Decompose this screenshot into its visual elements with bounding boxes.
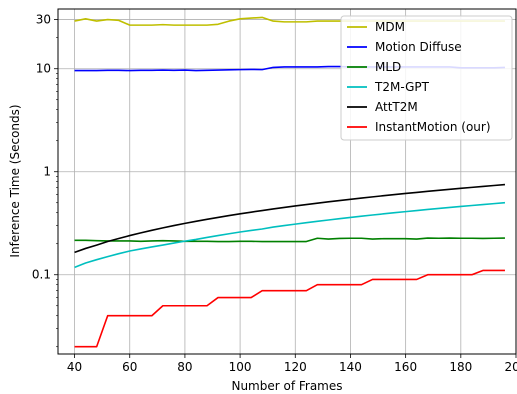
axis-ticks bbox=[54, 19, 517, 358]
y-tick-label: 30 bbox=[36, 13, 51, 27]
legend-label: T2M-GPT bbox=[374, 80, 430, 94]
legend-label: MLD bbox=[375, 60, 401, 74]
legend-label: InstantMotion (our) bbox=[375, 120, 491, 134]
x-tick-label: 60 bbox=[122, 360, 137, 374]
legend-label: Motion Diffuse bbox=[375, 40, 462, 54]
x-tick-label: 160 bbox=[394, 360, 417, 374]
series-line-mld bbox=[74, 237, 505, 243]
y-tick-label: 0.1 bbox=[32, 268, 51, 282]
legend-label: AttT2M bbox=[375, 100, 418, 114]
legend-label: MDM bbox=[375, 20, 405, 34]
series-line-attt2m bbox=[74, 183, 506, 254]
x-tick-label: 200 bbox=[505, 360, 517, 374]
x-axis-label: Number of Frames bbox=[231, 379, 342, 393]
x-tick-label: 180 bbox=[449, 360, 472, 374]
legend-box bbox=[340, 15, 513, 141]
series-line-instantmotion-our bbox=[74, 269, 505, 348]
x-tick-label: 120 bbox=[284, 360, 307, 374]
x-tick-label: 100 bbox=[229, 360, 252, 374]
y-axis-label: Inference Time (Seconds) bbox=[8, 104, 22, 257]
legend: MDM Motion Diffuse MLD T2M-GPT AttT2M Instant… bbox=[340, 15, 513, 141]
x-tick-label: 80 bbox=[177, 360, 192, 374]
series-line-t2m-gpt bbox=[74, 201, 506, 269]
x-tick-label: 140 bbox=[339, 360, 362, 374]
y-tick-label: 10 bbox=[36, 62, 51, 76]
series-lines bbox=[74, 16, 506, 348]
y-tick-label: 1 bbox=[43, 165, 51, 179]
x-tick-label: 40 bbox=[67, 360, 82, 374]
axis-tick-labels: 40 60 80 100 120 140 160 180 200 0.1 1 10 30 bbox=[32, 13, 517, 374]
